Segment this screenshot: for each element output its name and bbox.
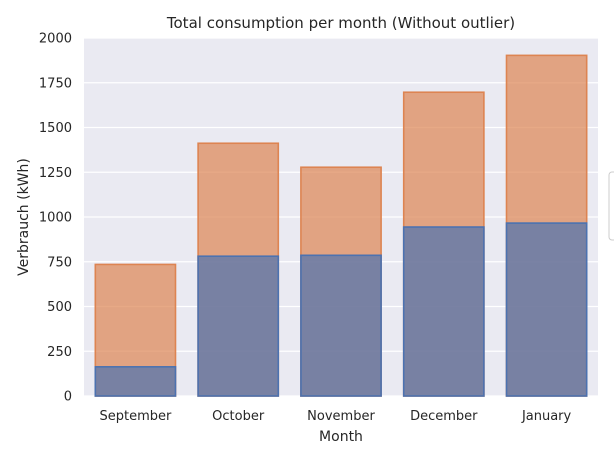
legend-box xyxy=(608,171,614,241)
y-axis-label: Verbrauch (kWh) xyxy=(16,158,32,276)
chart-title: Total consumption per month (Without out… xyxy=(166,14,515,32)
y-tick-label: 1000 xyxy=(39,211,72,226)
x-axis-label: Month xyxy=(319,429,363,445)
x-tick-label: November xyxy=(307,409,375,424)
y-tick-label: 1500 xyxy=(39,121,72,136)
y-tick-labels: 0 250 500 750 1000 1250 1500 1750 2000 xyxy=(39,32,72,405)
bar-series2-november xyxy=(300,254,382,397)
x-tick-label: September xyxy=(99,409,172,424)
bars xyxy=(94,54,588,397)
y-tick-label: 2000 xyxy=(39,32,72,47)
bar-series2-september xyxy=(94,366,177,397)
x-tick-label: January xyxy=(521,409,572,424)
y-tick-label: 1750 xyxy=(39,76,72,91)
y-tick-label: 750 xyxy=(47,255,72,270)
x-tick-label: October xyxy=(212,409,265,424)
bar-series2-january xyxy=(505,222,588,397)
x-tick-label: December xyxy=(410,409,478,424)
bar-series2-december xyxy=(402,226,485,397)
y-tick-label: 500 xyxy=(47,300,72,315)
y-tick-label: 0 xyxy=(64,390,72,405)
bar-series2-october xyxy=(197,255,280,397)
x-tick-labels: September October November December January xyxy=(99,409,571,424)
y-tick-label: 1250 xyxy=(39,166,72,181)
y-tick-label: 250 xyxy=(47,345,72,360)
